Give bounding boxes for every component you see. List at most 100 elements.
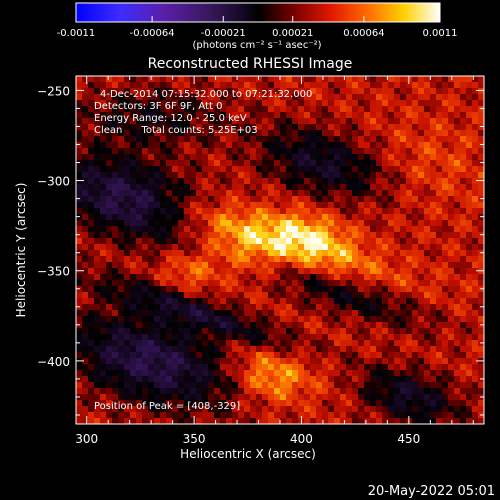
heatmap-cell: [202, 400, 209, 407]
heatmap-cell: [352, 124, 359, 131]
heatmap-cell: [262, 358, 269, 365]
heatmap-cell: [472, 418, 479, 424]
heatmap-cell: [454, 412, 461, 419]
heatmap-cell: [142, 256, 149, 263]
heatmap-cell: [430, 280, 437, 287]
heatmap-cell: [478, 88, 484, 95]
heatmap-cell: [244, 388, 251, 395]
heatmap-cell: [286, 268, 293, 275]
heatmap-cell: [442, 208, 449, 215]
heatmap-cell: [352, 106, 359, 113]
heatmap-cell: [322, 376, 329, 383]
heatmap-cell: [304, 118, 311, 125]
heatmap-cell: [178, 322, 185, 329]
heatmap-cell: [286, 184, 293, 191]
heatmap-cell: [214, 112, 221, 119]
heatmap-cell: [364, 268, 371, 275]
heatmap-cell: [310, 418, 317, 424]
heatmap-cell: [82, 298, 89, 305]
heatmap-cell: [412, 106, 419, 113]
heatmap-cell: [190, 82, 197, 89]
heatmap-cell: [208, 394, 215, 401]
heatmap-cell: [346, 202, 353, 209]
heatmap-cell: [148, 94, 155, 101]
heatmap-cell: [424, 250, 431, 257]
heatmap-cell: [190, 166, 197, 173]
heatmap-cell: [424, 100, 431, 107]
heatmap-cell: [454, 196, 461, 203]
heatmap-cell: [430, 406, 437, 413]
heatmap-cell: [328, 316, 335, 323]
heatmap-cell: [106, 166, 113, 173]
heatmap-cell: [112, 268, 119, 275]
heatmap-cell: [184, 352, 191, 359]
heatmap-cell: [310, 112, 317, 119]
heatmap-cell: [412, 352, 419, 359]
heatmap-cell: [250, 142, 257, 149]
heatmap-cell: [292, 376, 299, 383]
heatmap-cell: [208, 352, 215, 359]
heatmap-cell: [298, 178, 305, 185]
annotation-peak-position: Position of Peak = [408,-329]: [94, 401, 240, 412]
heatmap-cell: [112, 370, 119, 377]
heatmap-cell: [358, 196, 365, 203]
heatmap-cell: [400, 262, 407, 269]
heatmap-cell: [94, 178, 101, 185]
heatmap-cell: [94, 88, 101, 95]
heatmap-cell: [280, 412, 287, 419]
heatmap-cell: [124, 274, 131, 281]
heatmap-cell: [202, 184, 209, 191]
heatmap-cell: [268, 202, 275, 209]
heatmap-cell: [118, 166, 125, 173]
heatmap-cell: [262, 226, 269, 233]
heatmap-cell: [442, 406, 449, 413]
heatmap-cell: [82, 142, 89, 149]
heatmap-cell: [100, 226, 107, 233]
heatmap-cell: [460, 238, 467, 245]
heatmap-cell: [340, 388, 347, 395]
heatmap-cell: [274, 76, 281, 83]
heatmap-cell: [286, 388, 293, 395]
colorbar-tick-label: 0.00021: [272, 28, 313, 39]
heatmap-cell: [268, 124, 275, 131]
heatmap-cell: [262, 370, 269, 377]
heatmap-cell: [358, 106, 365, 113]
heatmap-cell: [82, 76, 89, 83]
heatmap-cell: [394, 388, 401, 395]
heatmap-cell: [76, 172, 83, 179]
heatmap-cell: [328, 172, 335, 179]
heatmap-cell: [220, 136, 227, 143]
heatmap-cell: [436, 148, 443, 155]
heatmap-cell: [160, 124, 167, 131]
heatmap-cell: [208, 106, 215, 113]
heatmap-cell: [160, 310, 167, 317]
heatmap-cell: [454, 364, 461, 371]
heatmap-cell: [394, 382, 401, 389]
heatmap-cell: [340, 160, 347, 167]
heatmap-cell: [94, 394, 101, 401]
heatmap-cell: [148, 364, 155, 371]
heatmap-cell: [190, 364, 197, 371]
heatmap-cell: [370, 76, 377, 83]
heatmap-cell: [322, 316, 329, 323]
heatmap-cell: [268, 232, 275, 239]
heatmap-cell: [424, 130, 431, 137]
heatmap-cell: [400, 226, 407, 233]
heatmap-cell: [472, 244, 479, 251]
heatmap-cell: [298, 280, 305, 287]
heatmap-cell: [148, 250, 155, 257]
heatmap-cell: [478, 220, 484, 227]
heatmap-cell: [142, 382, 149, 389]
heatmap-cell: [190, 376, 197, 383]
heatmap-cell: [430, 316, 437, 323]
heatmap-cell: [220, 358, 227, 365]
heatmap-cell: [382, 196, 389, 203]
heatmap-cell: [148, 154, 155, 161]
heatmap-cell: [322, 340, 329, 347]
heatmap-cell: [412, 268, 419, 275]
heatmap-cell: [76, 388, 83, 395]
heatmap-cell: [280, 208, 287, 215]
heatmap-cell: [382, 178, 389, 185]
x-axis-label: Heliocentric X (arcsec): [180, 447, 316, 461]
heatmap-cell: [448, 94, 455, 101]
